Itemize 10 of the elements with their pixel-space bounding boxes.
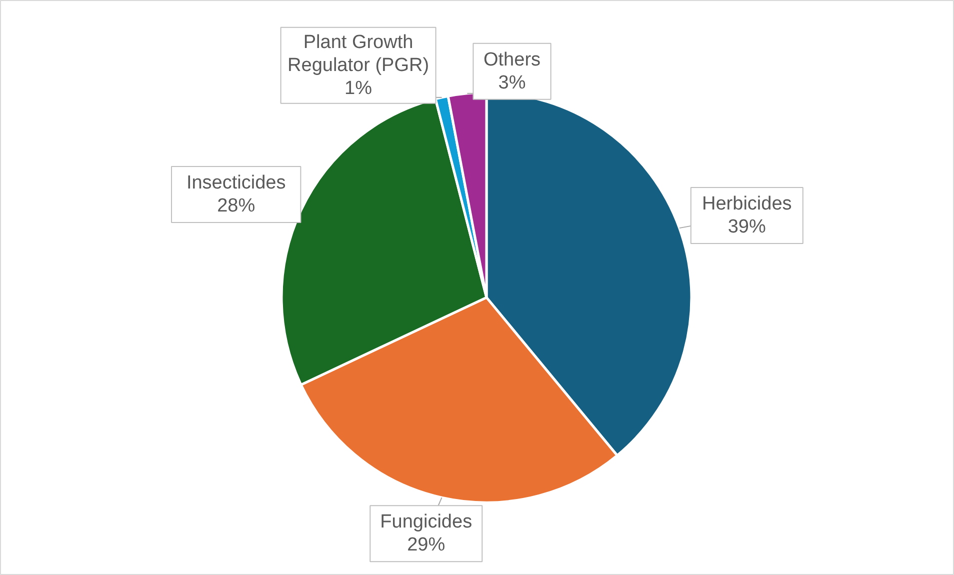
data-label: 1% [344,78,372,100]
data-label: 39% [728,216,766,238]
data-label: 3% [498,72,526,94]
slice-label: Fungicides [380,512,472,533]
slice-label: Plant Growth Regulator (PGR) [288,32,430,76]
data-label: 29% [407,534,446,556]
slice-label: Insecticides [186,172,286,194]
slice-label: Herbicides [702,194,792,215]
slice-label: Others [484,49,541,70]
data-label: 28% [217,196,256,217]
